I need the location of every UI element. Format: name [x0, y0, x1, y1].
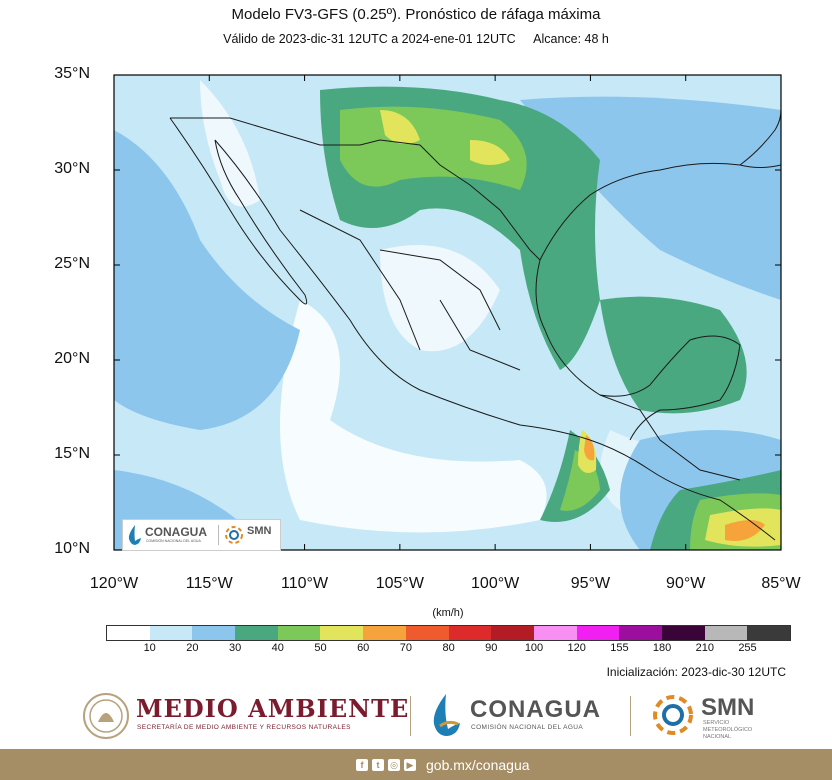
- longitude-label: 105°W: [375, 575, 424, 592]
- youtube-icon[interactable]: ▶: [404, 759, 416, 771]
- colorbar-segment: [107, 626, 150, 640]
- colorbar-tick-label: 210: [695, 642, 714, 654]
- twitter-icon[interactable]: t: [372, 759, 384, 771]
- longitude-label: 115°W: [185, 575, 233, 592]
- colorbar-segment: [149, 626, 193, 640]
- medio-ambiente-subtitle: SECRETARÍA DE MEDIO AMBIENTE Y RECURSOS …: [137, 724, 351, 731]
- map-frame: [113, 74, 782, 551]
- colorbar-segment: [747, 626, 790, 640]
- longitude-label: 100°W: [471, 575, 520, 592]
- colorbar-segment: [405, 626, 449, 640]
- forecast-range: Alcance: 48 h: [533, 32, 609, 46]
- colorbar-units: (km/h): [432, 607, 464, 619]
- latitude-label: 10°N: [54, 540, 90, 557]
- footer-separator: [410, 696, 411, 736]
- colorbar-segment: [277, 626, 321, 640]
- conagua-logo-text: CONAGUA: [470, 696, 601, 723]
- wind-zone-20-pacific: [114, 130, 300, 430]
- smn-logo-text: SMN: [701, 694, 755, 721]
- colorbar-tick-label: 255: [738, 642, 757, 654]
- colorbar-segment: [320, 626, 364, 640]
- inset-conagua-text: CONAGUA: [145, 525, 207, 539]
- medio-ambiente-logo-text: MEDIO AMBIENTE: [136, 694, 410, 723]
- forecast-map: [113, 74, 782, 551]
- latitude-label: 30°N: [54, 160, 90, 177]
- wind-zone-50-north: [380, 110, 420, 144]
- facebook-icon[interactable]: f: [356, 759, 368, 771]
- map-title: Modelo FV3-GFS (0.25º). Pronóstico de rá…: [231, 6, 601, 23]
- inset-separator: [218, 525, 219, 545]
- colorbar-segment: [235, 626, 278, 640]
- colorbar-segment: [363, 626, 406, 640]
- colorbar-tick-label: 80: [442, 642, 455, 654]
- us-gulf-coast: [539, 162, 781, 261]
- colorbar-segment: [448, 626, 492, 640]
- colorbar-tick-label: 120: [567, 642, 586, 654]
- smn-subtitle: SERVICIO METEOROLÓGICO NACIONAL: [703, 720, 753, 740]
- colorbar-tick-label: 10: [143, 642, 156, 654]
- colorbar-tick-label: 50: [314, 642, 327, 654]
- latitude-label: 15°N: [54, 445, 90, 462]
- longitude-label: 95°W: [570, 575, 611, 592]
- colorbar-tick-label: 20: [186, 642, 199, 654]
- instagram-icon[interactable]: ◎: [388, 759, 400, 771]
- longitude-label: 120°W: [89, 575, 139, 592]
- colorbar-segment: [576, 626, 620, 640]
- initialization-time: Inicialización: 2023-dic-30 12UTC: [606, 665, 786, 679]
- wind-zone-50-texas: [470, 140, 510, 165]
- colorbar-tick-label: 155: [610, 642, 629, 654]
- longitude-label: 85°W: [761, 575, 801, 592]
- gulf-of-mexico-coast: [535, 259, 741, 441]
- colorbar-segment: [533, 626, 577, 640]
- colorbar-segment: [704, 626, 748, 640]
- colorbar-tick-label: 60: [357, 642, 370, 654]
- calm-zone-north: [200, 80, 260, 207]
- conagua-subtitle: COMISIÓN NACIONAL DEL AGUA: [471, 724, 584, 731]
- colorbar-tick-label: 40: [271, 642, 284, 654]
- colorbar-segment: [619, 626, 662, 640]
- footer-bar: f t ◎ ▶ gob.mx/conagua: [0, 749, 832, 780]
- wind-zone-60-isthmus: [584, 435, 595, 461]
- colorbar-segment: [661, 626, 705, 640]
- footer-url-link[interactable]: gob.mx/conagua: [426, 757, 530, 773]
- footer-logos: MEDIO AMBIENTE SECRETARÍA DE MEDIO AMBIE…: [0, 686, 832, 746]
- wind-zone-60-southeast: [725, 520, 765, 541]
- colorbar-segment: [192, 626, 236, 640]
- map-subtitle: Válido de 2023-dic-31 12UTC a 2024-ene-0…: [0, 32, 832, 46]
- smn-logo-icon: [653, 695, 693, 735]
- national-seal-icon: [83, 693, 129, 739]
- longitude-label: 90°W: [666, 575, 706, 592]
- colorbar-segment: [491, 626, 534, 640]
- inset-conagua-sub: COMISIÓN NACIONAL DEL AGUA: [146, 539, 201, 543]
- colorbar-tick-label: 180: [652, 642, 672, 654]
- colorbar-tick-label: 100: [524, 642, 544, 654]
- central-america-border: [599, 394, 741, 481]
- longitude-label: 110°W: [281, 575, 329, 592]
- footer-separator: [630, 696, 631, 736]
- mexico-pacific-coast: [214, 139, 776, 541]
- colorbar-tick-label: 30: [228, 642, 242, 654]
- colorbar-tick-label: 70: [399, 642, 413, 654]
- calm-zone-pacific: [280, 300, 547, 533]
- mexico-states-sample: [299, 209, 521, 371]
- latitude-label: 35°N: [54, 65, 90, 82]
- colorbar-tick-label: 90: [485, 642, 498, 654]
- latitude-label: 25°N: [54, 255, 90, 272]
- conagua-logo-icon: [433, 694, 460, 736]
- colorbar: [106, 625, 791, 641]
- inset-smn-text: SMN: [247, 525, 272, 537]
- conagua-drop-icon: [128, 525, 141, 545]
- valid-period: Válido de 2023-dic-31 12UTC a 2024-ene-0…: [223, 32, 516, 46]
- latitude-label: 20°N: [54, 350, 90, 367]
- wind-zone-30-gulf: [600, 296, 747, 414]
- geo-outlines: [169, 109, 781, 541]
- smn-swirl-icon: [225, 526, 243, 544]
- baja-california-coast: [169, 117, 308, 305]
- us-mexico-border: [170, 117, 541, 261]
- map-inset-logo: CONAGUA COMISIÓN NACIONAL DEL AGUA SMN: [122, 519, 281, 551]
